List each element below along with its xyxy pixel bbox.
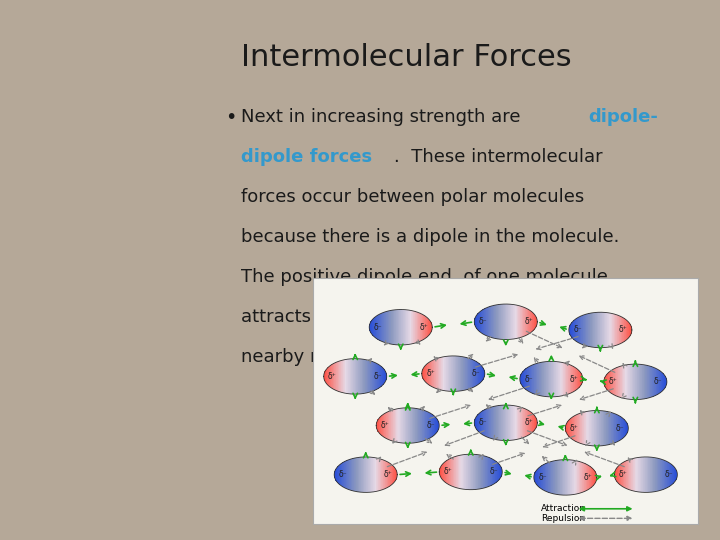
Text: δ⁺: δ⁺ (524, 318, 533, 326)
Text: δ⁻: δ⁻ (338, 470, 347, 479)
Text: Next in increasing strength are: Next in increasing strength are (241, 108, 526, 126)
Text: δ⁺: δ⁺ (570, 424, 578, 433)
Text: δ⁺: δ⁺ (384, 470, 393, 479)
Text: dipole forces: dipole forces (241, 148, 372, 166)
Text: nearby molecule.: nearby molecule. (241, 348, 398, 366)
Text: forces occur between polar molecules: forces occur between polar molecules (241, 188, 585, 206)
Text: δ⁺: δ⁺ (524, 418, 533, 427)
Text: δ⁺: δ⁺ (444, 468, 452, 476)
Text: δ⁻: δ⁻ (374, 372, 382, 381)
Text: δ⁺: δ⁺ (328, 372, 337, 381)
Text: δ⁻: δ⁻ (616, 424, 624, 433)
Text: δ⁺: δ⁺ (419, 323, 428, 332)
Text: attracts the negative dipole end of a: attracts the negative dipole end of a (241, 308, 572, 326)
Text: δ⁻: δ⁻ (665, 470, 673, 479)
Text: because there is a dipole in the molecule.: because there is a dipole in the molecul… (241, 228, 620, 246)
Text: δ⁺: δ⁺ (618, 470, 628, 479)
Text: δ⁺: δ⁺ (608, 377, 617, 386)
Text: δ⁻: δ⁻ (479, 418, 487, 427)
Text: Intermolecular Forces: Intermolecular Forces (241, 43, 572, 72)
Text: Repulsion: Repulsion (541, 514, 585, 523)
Text: δ⁺: δ⁺ (381, 421, 390, 430)
Text: δ⁺: δ⁺ (570, 375, 578, 383)
Text: δ⁻: δ⁻ (479, 318, 487, 326)
Text: δ⁻: δ⁻ (426, 421, 435, 430)
Text: •: • (225, 108, 237, 127)
Text: δ⁻: δ⁻ (374, 323, 382, 332)
Text: δ⁺: δ⁺ (426, 369, 435, 378)
Text: δ⁻: δ⁻ (472, 369, 480, 378)
Text: δ⁻: δ⁻ (524, 375, 533, 383)
Text: δ⁻: δ⁻ (573, 326, 582, 334)
Text: δ⁻: δ⁻ (539, 473, 547, 482)
Text: The positive dipole end  of one molecule: The positive dipole end of one molecule (241, 268, 608, 286)
Text: δ⁻: δ⁻ (489, 468, 498, 476)
Text: Attraction: Attraction (541, 504, 586, 514)
Text: dipole-: dipole- (588, 108, 658, 126)
Text: δ⁻: δ⁻ (654, 377, 662, 386)
Text: δ⁺: δ⁺ (584, 473, 593, 482)
Text: .  These intermolecular: . These intermolecular (394, 148, 603, 166)
Text: δ⁺: δ⁺ (618, 326, 628, 334)
